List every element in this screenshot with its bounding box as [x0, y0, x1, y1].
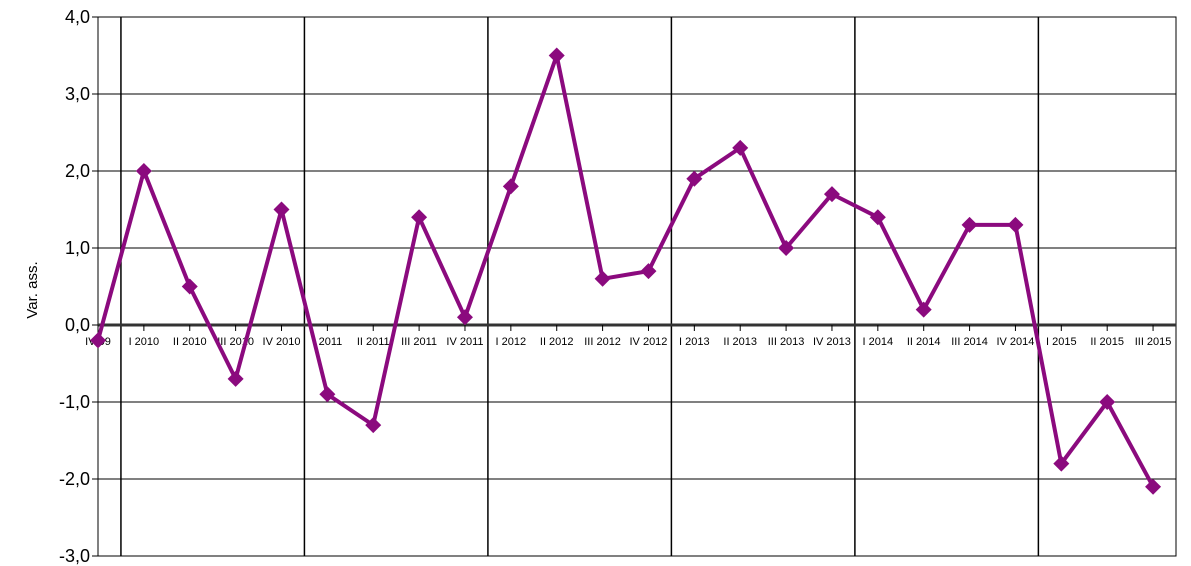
x-tick-label: I 2014 — [863, 336, 894, 348]
y-tick-labels: 4,0 3,0 2,0 1,0 0,0 -1,0 -2,0 -3,0 — [59, 7, 90, 566]
data-point — [869, 209, 886, 226]
y-tick-label: -3,0 — [59, 546, 90, 566]
series — [90, 47, 1162, 495]
data-point — [915, 301, 932, 318]
data-point — [1145, 478, 1162, 495]
x-tick-label: II 2013 — [723, 336, 757, 348]
x-tick-label: III 2014 — [951, 336, 988, 348]
data-point — [456, 309, 473, 326]
x-tick-label: I 2010 — [129, 336, 160, 348]
data-point — [548, 47, 565, 64]
y-tick-label: 4,0 — [65, 7, 90, 27]
data-point — [319, 386, 336, 403]
y-axis-label: Var. ass. — [24, 261, 41, 318]
data-point — [1007, 216, 1024, 233]
x-tick-label: II 2011 — [357, 336, 390, 348]
x-tick-label: IV 2012 — [630, 336, 668, 348]
data-point — [227, 370, 244, 387]
plot-border — [97, 16, 1177, 557]
y-tick-label: 1,0 — [65, 238, 90, 258]
x-tick-label: III 2013 — [768, 336, 805, 348]
x-tick-label: II 2010 — [173, 336, 207, 348]
data-point — [273, 201, 290, 218]
data-point — [640, 263, 657, 280]
x-tick-label: II 2014 — [907, 336, 941, 348]
axes — [92, 16, 1177, 557]
x-tick-label: IV 2010 — [263, 336, 301, 348]
data-point — [961, 216, 978, 233]
data-point — [594, 270, 611, 287]
x-tick-label: I 2011 — [312, 336, 342, 348]
x-tick-label: IV 2013 — [813, 336, 851, 348]
x-tick-labels: IV 09 I 2010 II 2010 III 2010 IV 2010 I 2011 I… — [85, 336, 1171, 348]
data-point — [823, 186, 840, 203]
x-tick-label: I 2015 — [1046, 336, 1077, 348]
x-tick-label: IV 2014 — [996, 336, 1034, 348]
data-point — [365, 417, 382, 434]
x-tick-label: I 2012 — [496, 336, 527, 348]
data-point — [1053, 455, 1070, 472]
data-point — [1099, 394, 1116, 410]
y-tick-label: 2,0 — [65, 161, 90, 181]
data-point — [90, 332, 106, 349]
x-tick-label: III 2011 — [401, 336, 437, 348]
data-point — [181, 278, 198, 295]
year-separators — [120, 17, 1040, 556]
data-point — [411, 209, 428, 226]
series-line — [96, 53, 1155, 488]
x-tick-label: III 2015 — [1135, 336, 1172, 348]
data-point — [732, 139, 749, 156]
y-tick-label: 3,0 — [65, 84, 90, 104]
x-tick-label: II 2012 — [540, 336, 574, 348]
x-tick-label: IV 2011 — [446, 336, 483, 348]
data-point — [135, 163, 152, 179]
x-tick-label: I 2013 — [679, 336, 710, 348]
data-point — [502, 178, 519, 195]
data-point — [778, 240, 795, 256]
y-tick-label: -1,0 — [59, 392, 90, 412]
x-tick-label: III 2012 — [584, 336, 621, 348]
y-tick-label: 0,0 — [65, 315, 90, 335]
data-point — [686, 170, 703, 187]
y-tick-label: -2,0 — [59, 469, 90, 489]
x-tick-label: II 2015 — [1090, 336, 1124, 348]
